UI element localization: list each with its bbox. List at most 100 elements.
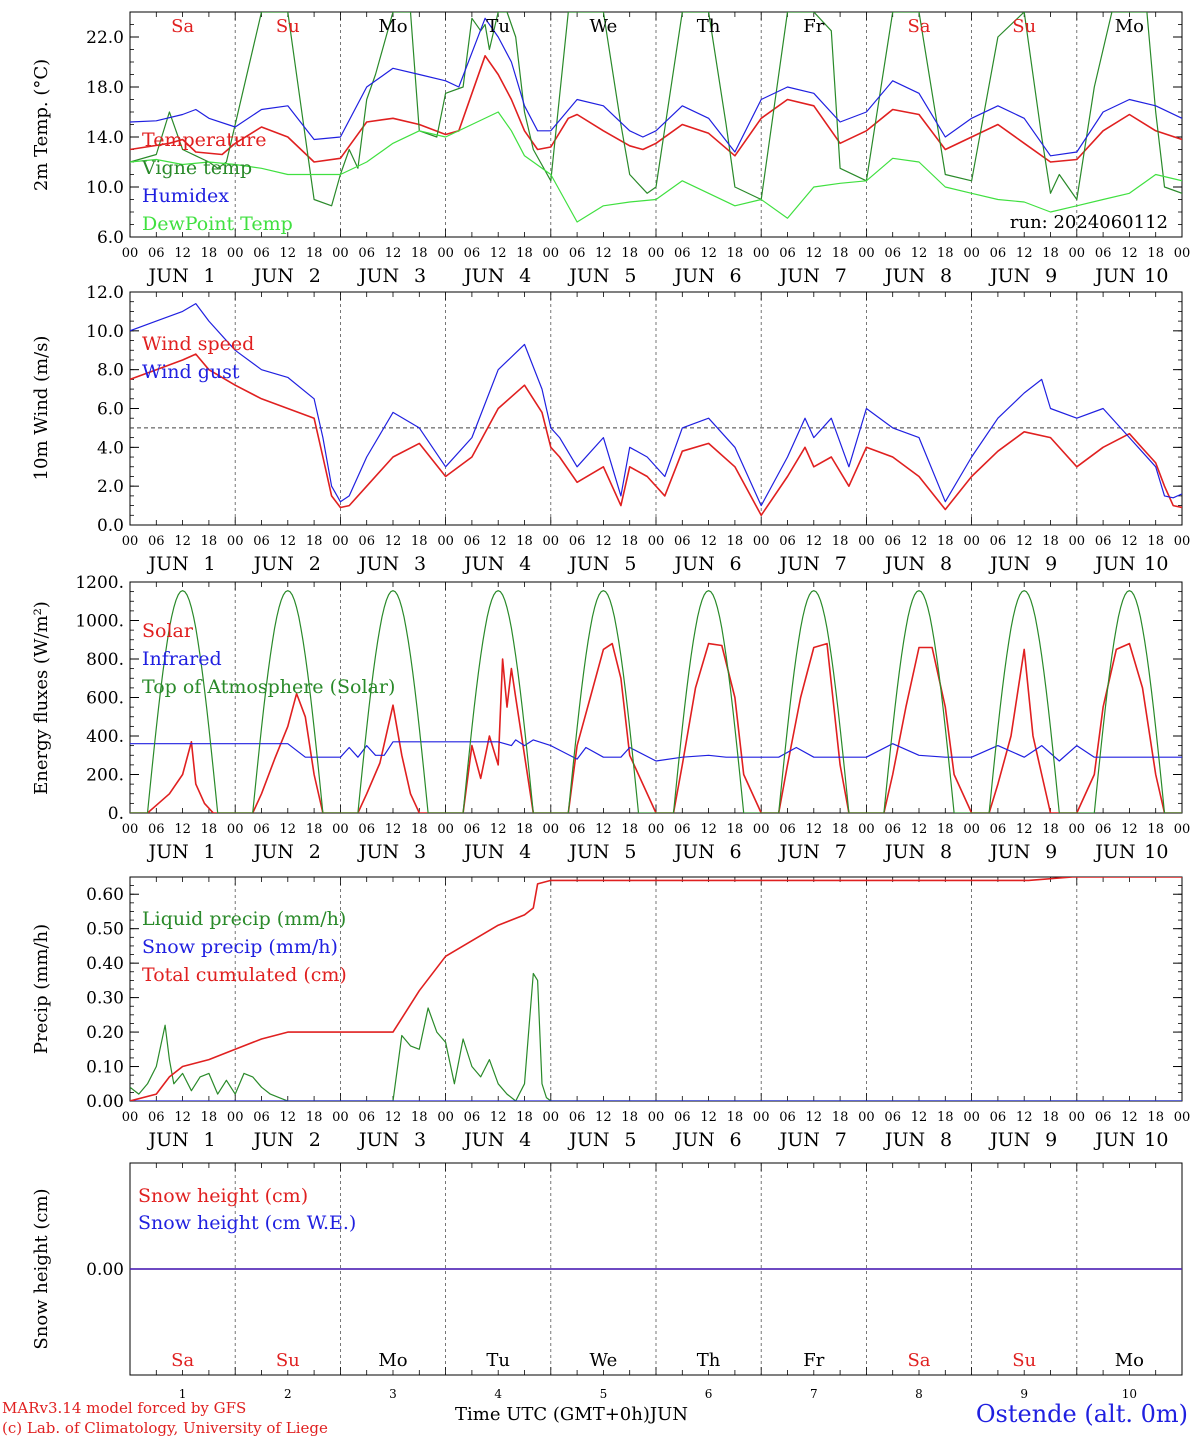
hour-tick-label: 06 (990, 534, 1007, 549)
hour-tick-label: 18 (1042, 246, 1059, 261)
hour-tick-label: 12 (595, 822, 612, 837)
day-number-label: 5 (624, 841, 636, 863)
hour-tick-label: 18 (306, 1110, 323, 1125)
y-tick-label: 2.0 (97, 477, 124, 497)
hour-tick-label: 12 (806, 246, 823, 261)
day-month-label: JUN (1093, 1129, 1135, 1151)
day-number-bottom: 2 (284, 1387, 292, 1401)
hour-tick-label: 00 (437, 822, 454, 837)
day-month-label: JUN (778, 1129, 820, 1151)
day-number-label: 8 (940, 841, 952, 863)
hour-tick-label: 12 (806, 1110, 823, 1125)
day-month-label: JUN (357, 553, 399, 575)
day-number-label: 5 (624, 265, 636, 287)
hour-tick-label: 00 (963, 534, 980, 549)
day-number-bottom: 1 (179, 1387, 187, 1401)
day-month-label: JUN (672, 841, 714, 863)
hour-tick-label: 18 (937, 1110, 954, 1125)
weekday-label-top: Su (276, 16, 300, 37)
series-group (130, 877, 1182, 1101)
hour-tick-label: 06 (148, 822, 165, 837)
hour-tick-label: 12 (280, 1110, 297, 1125)
y-axis-label: 10m Wind (m/s) (31, 336, 52, 481)
hour-tick-label: 12 (490, 822, 507, 837)
day-number-label: 8 (940, 553, 952, 575)
chart-panel-4: 0.00 0.10 0.20 0.30 0.40 0.50 0.60 Precip (mm/h… (31, 876, 1190, 1151)
legend-entry: Snow height (cm W.E.) (138, 1212, 356, 1234)
hour-tick-label: 06 (569, 246, 586, 261)
series-line-3 (130, 877, 1182, 1101)
day-month-label: JUN (672, 265, 714, 287)
hour-tick-label: 00 (332, 534, 349, 549)
day-number-label: 7 (835, 1129, 847, 1151)
day-month-label: JUN (672, 1129, 714, 1151)
hour-tick-label: 12 (1016, 822, 1033, 837)
hour-tick-label: 12 (385, 246, 402, 261)
hour-tick-label: 06 (464, 1110, 481, 1125)
day-number-bottom: 4 (494, 1387, 502, 1401)
hour-tick-label: 06 (358, 534, 375, 549)
chart-panel-5: 0.00 Snow height (cm) Snow height (cm) Snow… (31, 1162, 1183, 1376)
y-tick-label: 0.0 (97, 516, 124, 536)
hour-tick-label: 00 (648, 534, 665, 549)
day-month-label: JUN (672, 553, 714, 575)
hour-tick-label: 18 (1147, 246, 1164, 261)
day-number-label: 10 (1144, 265, 1168, 287)
hour-tick-label: 12 (700, 822, 717, 837)
day-number-bottom: 6 (705, 1387, 713, 1401)
hour-tick-label: 12 (1121, 534, 1138, 549)
hour-tick-label: 18 (1147, 534, 1164, 549)
series-line-4 (130, 111, 1182, 223)
day-month-label: JUN (357, 841, 399, 863)
day-month-label: JUN (252, 1129, 294, 1151)
hour-tick-label: 06 (779, 1110, 796, 1125)
weekday-label-bottom: Mo (378, 1350, 407, 1371)
hour-tick-label: 18 (411, 534, 428, 549)
hour-tick-label: 06 (674, 246, 691, 261)
series-group (130, 590, 1182, 813)
weekday-label-top: Mo (1115, 16, 1144, 37)
weekday-label-top: Th (697, 16, 721, 37)
day-month-label: JUN (1093, 553, 1135, 575)
hour-tick-label: 00 (858, 534, 875, 549)
day-number-label: 6 (730, 265, 742, 287)
series-line-3 (130, 17, 1182, 157)
day-month-label: JUN (357, 1129, 399, 1151)
hour-tick-label: 18 (621, 534, 638, 549)
weekday-label-bottom: Su (276, 1350, 300, 1371)
weekday-label-top: Tu (486, 16, 510, 37)
hour-tick-label: 00 (1174, 822, 1191, 837)
day-number-label: 4 (519, 1129, 531, 1151)
legend-entry: Infrared (142, 648, 222, 670)
y-tick-label: 18.0 (86, 78, 124, 98)
day-month-label: JUN (252, 841, 294, 863)
day-month-label: JUN (567, 1129, 609, 1151)
hour-tick-label: 00 (227, 246, 244, 261)
weekday-label-top: Fr (803, 16, 824, 37)
hour-tick-label: 18 (516, 1110, 533, 1125)
hour-tick-label: 06 (253, 1110, 270, 1125)
hour-tick-label: 12 (806, 534, 823, 549)
hour-tick-label: 12 (806, 822, 823, 837)
hour-tick-label: 12 (280, 246, 297, 261)
hour-tick-label: 18 (621, 1110, 638, 1125)
hour-tick-label: 18 (1147, 1110, 1164, 1125)
day-number-label: 3 (414, 553, 426, 575)
hour-tick-label: 12 (1121, 822, 1138, 837)
series-group (130, 12, 1182, 223)
hour-tick-label: 12 (911, 534, 928, 549)
hour-tick-label: 12 (280, 534, 297, 549)
hour-tick-label: 06 (358, 246, 375, 261)
y-tick-label: 6.0 (97, 400, 124, 420)
hour-tick-label: 18 (201, 534, 218, 549)
day-month-label: JUN (462, 265, 504, 287)
hour-tick-label: 00 (437, 1110, 454, 1125)
y-tick-label: 0. (108, 804, 124, 824)
y-tick-label: 0.00 (86, 1092, 124, 1112)
series-line-1 (130, 642, 1182, 813)
hour-tick-label: 18 (937, 534, 954, 549)
hour-tick-label: 12 (174, 534, 191, 549)
hour-tick-label: 18 (832, 534, 849, 549)
legend-entry: Solar (142, 620, 194, 642)
